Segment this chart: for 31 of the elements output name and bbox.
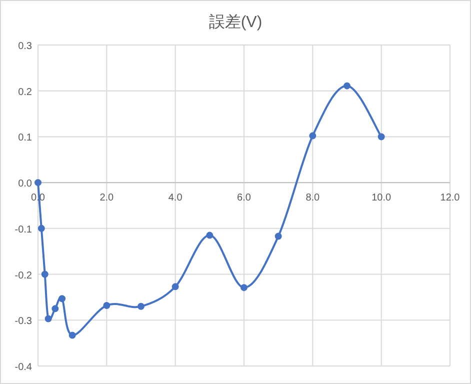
point [44,315,52,322]
y-tick-label: 0.1 [18,132,32,144]
y-tick-label: 0.0 [18,178,32,190]
point [172,283,179,290]
x-tick-label: 4.0 [168,192,183,204]
point [206,232,214,239]
x-tick-label: 8.0 [306,192,320,204]
y-tick-label: -0.4 [14,362,32,373]
point [309,132,316,140]
y-tick-label: -0.3 [14,316,32,328]
x-tick-label: 6.0 [237,192,252,204]
point [68,332,76,339]
point [138,302,144,310]
point [344,82,350,90]
x-tick-label: 2.0 [100,192,114,204]
point [378,133,385,140]
x-tick-label: 10.0 [372,192,392,204]
point [103,302,110,309]
point [274,232,282,240]
point [52,305,59,312]
y-tick-label: 0.3 [18,41,32,52]
point [58,295,66,302]
point [240,284,248,292]
x-tick-label: 12.0 [440,192,460,204]
chart-title: 誤差(V) [208,13,262,31]
y-tick-label: 0.2 [18,86,32,98]
point [38,224,45,232]
point [41,270,48,278]
point [34,179,42,186]
y-tick-label: -0.2 [14,270,32,282]
y-tick-label: -0.1 [14,224,32,236]
